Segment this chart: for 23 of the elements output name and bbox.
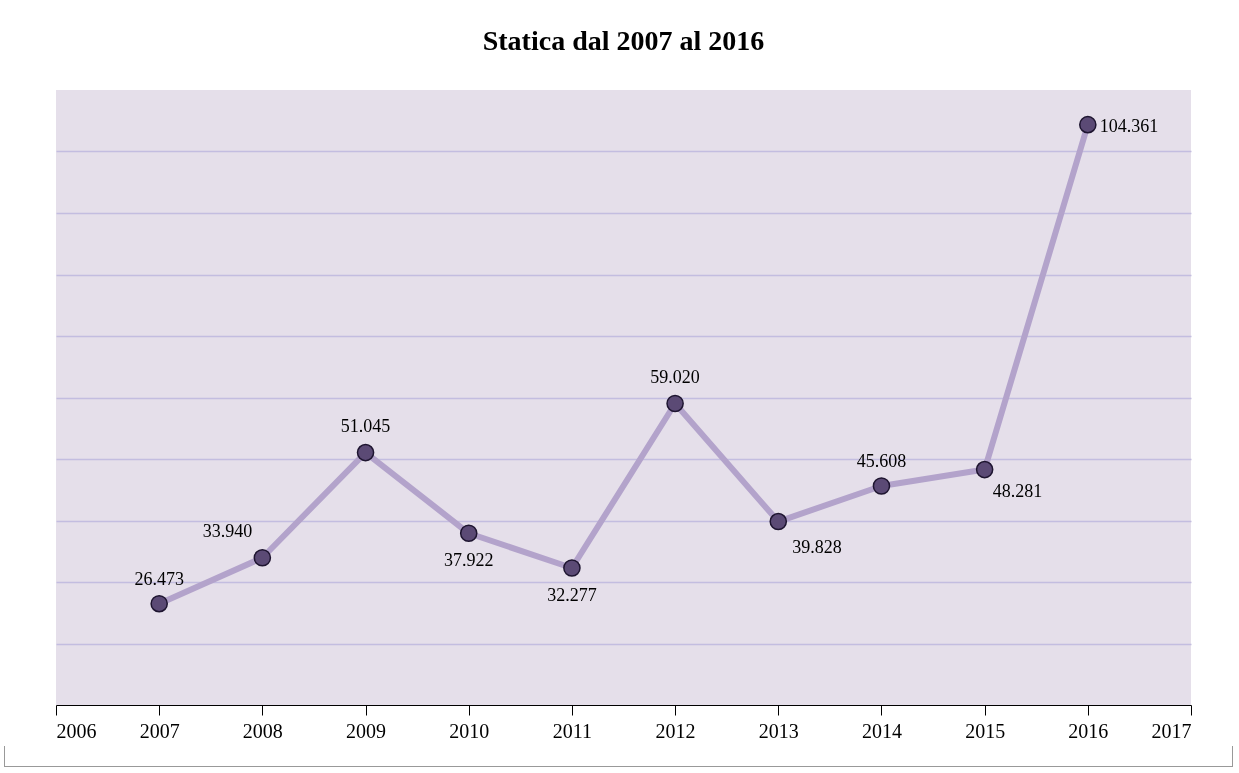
x-tick-label: 2017: [1151, 719, 1192, 742]
data-label: 39.828: [792, 536, 842, 557]
x-tick-label: 2016: [1068, 719, 1109, 742]
data-label: 51.045: [340, 415, 391, 436]
x-tick-label: 2013: [758, 719, 799, 742]
data-label: 37.922: [443, 550, 494, 571]
x-tick-label: 2014: [861, 719, 902, 742]
x-tick-label: 2009: [346, 719, 387, 742]
x-tick-label: 2007: [139, 719, 180, 742]
data-label: 26.473: [134, 568, 184, 589]
data-label: 59.020: [650, 366, 700, 387]
x-tick-label: 2015: [965, 719, 1006, 742]
x-tick-label: 2008: [242, 719, 283, 742]
x-tick-label: 2011: [552, 719, 593, 742]
chart-title: Statica dal 2007 al 2016: [482, 25, 765, 56]
data-label: 45.608: [856, 451, 907, 472]
x-tick-label: 2010: [449, 719, 490, 742]
data-label: 104.361: [1099, 115, 1159, 136]
data-label: 48.281: [992, 480, 1043, 501]
x-tick-label: 2012: [655, 719, 696, 742]
data-label: 32.277: [547, 585, 597, 605]
x-tick-label: 2006: [56, 719, 97, 742]
data-label: 33.940: [202, 520, 253, 541]
